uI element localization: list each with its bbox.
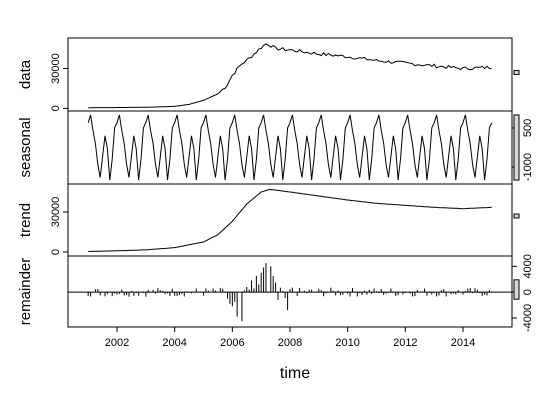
series-line-seasonal xyxy=(87,114,493,181)
x-tick-label: 2012 xyxy=(393,337,417,349)
x-axis-label: time xyxy=(280,365,310,382)
scale-bar xyxy=(513,70,520,76)
panel-seasonal: seasonal -1000 500 xyxy=(17,110,534,185)
y-tick-label: 30000 xyxy=(50,197,62,228)
y-tick-label: -4000 xyxy=(522,304,534,332)
y-tick-label: 0 xyxy=(50,249,62,255)
x-axis: 2002 2004 2006 2008 2010 2012 2014 xyxy=(105,327,475,349)
panel-data: data 0 30000 xyxy=(17,37,520,112)
panel-remainder: remainder -4000 0 4000 xyxy=(17,254,534,332)
chart-panels: data 0 30000 seasonal -1000 500 trend 0 30000 rem… xyxy=(17,37,534,332)
y-tick-label: 0 xyxy=(50,105,62,111)
y-tick-label: 4000 xyxy=(522,254,534,278)
y-tick-label: 0 xyxy=(522,289,534,295)
panel-frame xyxy=(67,183,513,257)
panel-label-seasonal: seasonal xyxy=(17,117,34,177)
x-tick-label: 2002 xyxy=(105,337,129,349)
y-tick-label: 30000 xyxy=(50,53,62,84)
panel-label-data: data xyxy=(17,59,34,89)
y-tick-label: 500 xyxy=(522,119,534,137)
x-tick-label: 2004 xyxy=(162,337,186,349)
scale-bar xyxy=(513,213,520,219)
series-line-trend xyxy=(88,188,492,252)
panel-label-remainder: remainder xyxy=(17,258,34,326)
panel-trend: trend 0 30000 xyxy=(17,183,520,257)
panel-frame xyxy=(67,37,513,112)
x-tick-label: 2006 xyxy=(220,337,244,349)
y-tick-label: -1000 xyxy=(522,153,534,181)
series-line-data xyxy=(88,43,492,109)
x-tick-label: 2014 xyxy=(451,337,475,349)
x-tick-label: 2008 xyxy=(278,337,302,349)
scale-bar xyxy=(513,114,520,181)
x-tick-label: 2010 xyxy=(335,337,359,349)
scale-bar xyxy=(513,279,520,300)
panel-label-trend: trend xyxy=(17,203,34,237)
